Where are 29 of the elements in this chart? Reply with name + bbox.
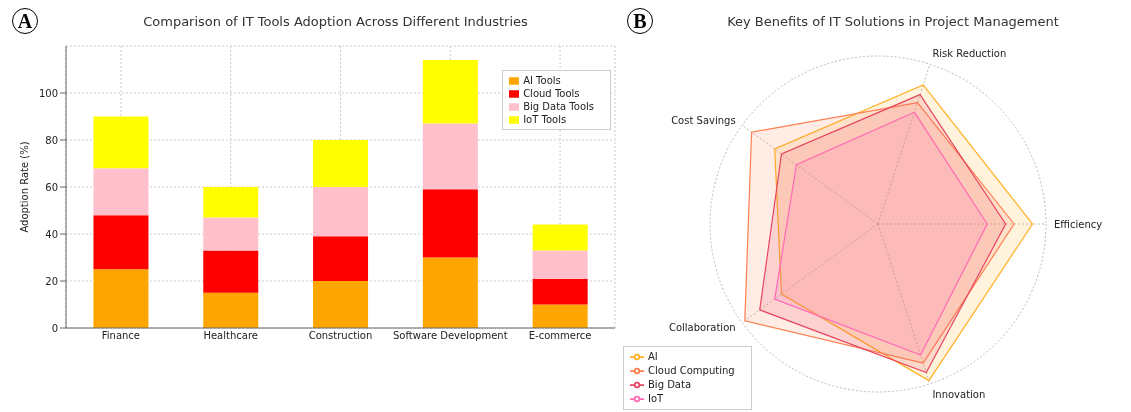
text: B (627, 8, 653, 34)
y-tick-label: 80 (45, 134, 58, 146)
legend-label: Big Data (648, 379, 692, 390)
spoke-label: Collaboration (668, 322, 736, 333)
legend-label: Cloud Tools (523, 88, 580, 99)
x-tick-label: Healthcare (203, 330, 258, 342)
y-axis-title: Adoption Rate (%) (18, 141, 30, 233)
legend-label: IoT Tools (523, 114, 567, 125)
spoke-label: Innovation (932, 389, 986, 401)
y-tick-label: 0 (51, 322, 58, 334)
y-tick-label: 40 (45, 228, 58, 240)
x-tick-label: Construction (308, 330, 373, 342)
y-tick-label: 20 (45, 275, 58, 287)
legend-label: IoT (648, 393, 664, 404)
legend-label: AI Tools (523, 75, 561, 86)
spoke-label: Risk Reduction (932, 47, 1007, 59)
x-tick-label: Finance (101, 330, 141, 342)
legend-label: Big Data Tools (523, 101, 594, 112)
spoke-label: Efficiency (1054, 218, 1103, 230)
x-tick-label: E-commerce (528, 330, 592, 342)
x-tick-label: Software Development (393, 330, 508, 342)
y-tick-label: 60 (45, 181, 58, 193)
chart-title: Comparison of IT Tools Adoption Across Different Industries (142, 14, 529, 29)
y-tick-label: 100 (38, 87, 58, 99)
legend-label: Cloud Computing (648, 365, 735, 376)
legend-label: AI (648, 351, 658, 362)
text: A (12, 8, 38, 34)
chart-title: Key Benefits of IT Solutions in Project Management (726, 14, 1060, 29)
spoke-label: Cost Savings (671, 115, 736, 127)
